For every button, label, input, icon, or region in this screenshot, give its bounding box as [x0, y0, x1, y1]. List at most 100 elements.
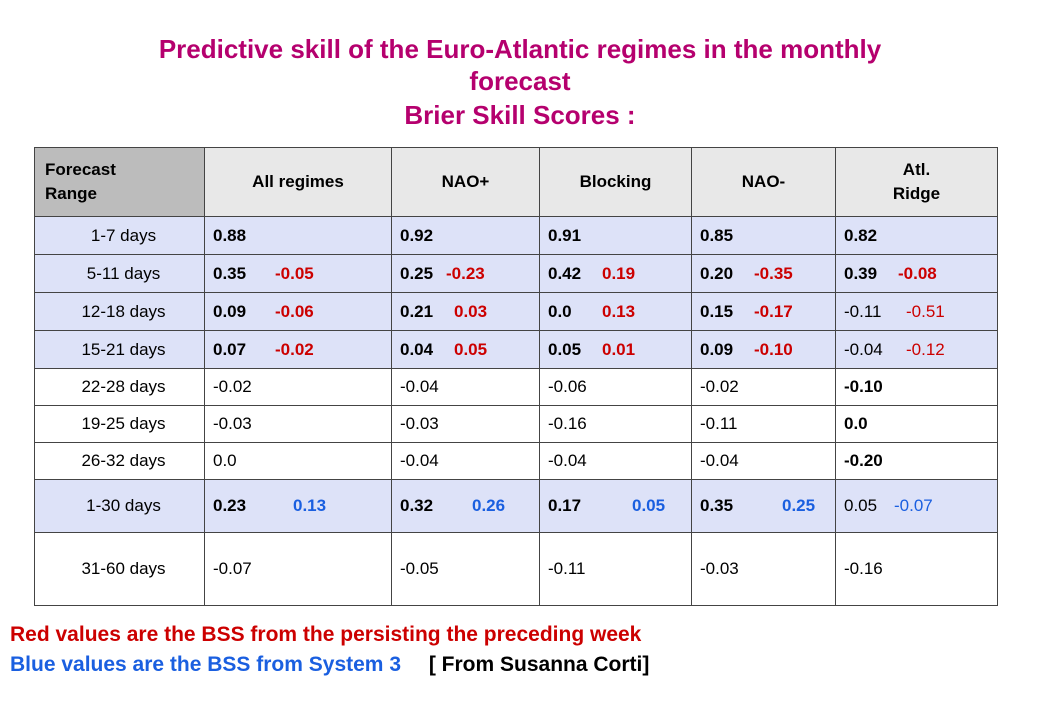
header-atl-ridge-line2: Ridge: [892, 184, 941, 203]
persistence-value: -0.12: [906, 339, 945, 359]
persistence-value: 0.01: [602, 339, 636, 359]
footer-red-note: Red values are the BSS from the persisti…: [10, 623, 642, 646]
cell-value: -0.02: [691, 368, 836, 406]
header-forecast-range: Forecast Range: [34, 147, 205, 217]
persistence-value: 0.13: [602, 301, 636, 321]
system3-value: -0.07: [894, 496, 933, 515]
table-row: 12-18 days 0.09 -0.06 0.21 0.03 0.0 0.13 0.…: [34, 292, 998, 331]
header-blocking: Blocking: [539, 147, 692, 217]
persistence-value: 0.19: [602, 263, 636, 283]
cell-value: -0.03: [691, 532, 836, 606]
system3-value: 0.26: [472, 496, 506, 515]
footer-blue-note-text: Blue values are the BSS from System 3: [10, 653, 401, 676]
cell-value: 0.82: [835, 216, 998, 255]
brier-skill-score-table: Forecast Range All regimes NAO+ Blocking…: [34, 147, 998, 606]
persistence-value: -0.23: [446, 263, 485, 283]
cell-value: 0.23 0.13: [204, 479, 392, 533]
page-title-line1: Predictive skill of the Euro-Atlantic re…: [158, 34, 882, 64]
cell-range: 12-18 days: [34, 292, 205, 331]
cell-range: 1-7 days: [34, 216, 205, 255]
cell-value: -0.03: [204, 405, 392, 443]
persistence-value: -0.06: [275, 301, 314, 321]
cell-value: 0.09 -0.10: [691, 330, 836, 369]
persistence-value: -0.17: [754, 301, 793, 321]
table-row: 19-25 days -0.03 -0.03 -0.16 -0.11 0.0: [34, 405, 998, 443]
header-nao-plus: NAO+: [391, 147, 540, 217]
header-nao-minus: NAO-: [691, 147, 836, 217]
persistence-value: -0.35: [754, 263, 793, 283]
cell-value: -0.04: [391, 442, 540, 480]
table-row: 1-7 days 0.88 0.92 0.91 0.85 0.82: [34, 216, 998, 255]
cell-value: 0.25 -0.23: [391, 254, 540, 293]
cell-value: -0.11 -0.51: [835, 292, 998, 331]
cell-value: 0.05 0.01: [539, 330, 692, 369]
cell-value: 0.21 0.03: [391, 292, 540, 331]
cell-value: 0.04 0.05: [391, 330, 540, 369]
cell-range: 26-32 days: [34, 442, 205, 480]
footer-source: [ From Susanna Corti]: [428, 653, 650, 676]
header-all-regimes: All regimes: [204, 147, 392, 217]
cell-value: 0.0: [204, 442, 392, 480]
cell-value: 0.39 -0.08: [835, 254, 998, 293]
persistence-value: -0.02: [275, 339, 314, 359]
cell-value: 0.35 -0.05: [204, 254, 392, 293]
header-atl-ridge: Atl. Ridge: [835, 147, 998, 217]
cell-value: -0.11: [691, 405, 836, 443]
cell-value: 0.0 0.13: [539, 292, 692, 331]
cell-value: -0.07: [204, 532, 392, 606]
persistence-value: -0.05: [275, 263, 314, 283]
cell-value: 0.35 0.25: [691, 479, 836, 533]
cell-range: 15-21 days: [34, 330, 205, 369]
cell-value: -0.04 -0.12: [835, 330, 998, 369]
cell-range: 22-28 days: [34, 368, 205, 406]
table-row: 5-11 days 0.35 -0.05 0.25 -0.23 0.42 0.19 0…: [34, 254, 998, 293]
cell-value: -0.20: [835, 442, 998, 480]
cell-value: -0.02: [204, 368, 392, 406]
cell-value: 0.07 -0.02: [204, 330, 392, 369]
cell-range: 5-11 days: [34, 254, 205, 293]
page-title-line2: forecast: [469, 66, 571, 96]
table-row: 1-30 days 0.23 0.13 0.32 0.26 0.17 0.05 0.3…: [34, 479, 998, 533]
cell-value: -0.03: [391, 405, 540, 443]
cell-value: 0.09 -0.06: [204, 292, 392, 331]
cell-value: -0.10: [835, 368, 998, 406]
cell-value: -0.04: [539, 442, 692, 480]
table-row: 15-21 days 0.07 -0.02 0.04 0.05 0.05 0.01 0…: [34, 330, 998, 369]
persistence-value: 0.03: [454, 301, 488, 321]
system3-value: 0.05: [632, 496, 666, 515]
header-forecast-range-line2: Range: [45, 184, 97, 203]
persistence-value: -0.51: [906, 301, 945, 321]
cell-value: 0.05 -0.07: [835, 479, 998, 533]
table-header-row: Forecast Range All regimes NAO+ Blocking…: [34, 147, 998, 217]
cell-range: 1-30 days: [34, 479, 205, 533]
cell-value: -0.16: [539, 405, 692, 443]
table-row: 31-60 days -0.07 -0.05 -0.11 -0.03 -0.16: [34, 532, 998, 606]
persistence-value: 0.05: [454, 339, 488, 359]
cell-value: 0.88: [204, 216, 392, 255]
system3-value: 0.25: [782, 496, 816, 515]
cell-value: 0.32 0.26: [391, 479, 540, 533]
cell-value: 0.0: [835, 405, 998, 443]
cell-value: 0.20 -0.35: [691, 254, 836, 293]
cell-value: 0.92: [391, 216, 540, 255]
header-atl-ridge-line1: Atl.: [902, 160, 931, 179]
table-row: 26-32 days 0.0 -0.04 -0.04 -0.04 -0.20: [34, 442, 998, 480]
table-row: 22-28 days -0.02 -0.04 -0.06 -0.02 -0.10: [34, 368, 998, 406]
cell-value: 0.91: [539, 216, 692, 255]
cell-range: 19-25 days: [34, 405, 205, 443]
cell-value: -0.16: [835, 532, 998, 606]
header-forecast-range-line1: Forecast: [45, 160, 116, 179]
cell-value: 0.85: [691, 216, 836, 255]
cell-value: -0.05: [391, 532, 540, 606]
cell-range: 31-60 days: [34, 532, 205, 606]
persistence-value: -0.08: [898, 263, 937, 283]
page-subtitle: Brier Skill Scores :: [404, 100, 636, 130]
cell-value: 0.15 -0.17: [691, 292, 836, 331]
cell-value: -0.04: [691, 442, 836, 480]
cell-value: 0.42 0.19: [539, 254, 692, 293]
cell-value: -0.04: [391, 368, 540, 406]
system3-value: 0.13: [293, 496, 327, 515]
cell-value: -0.11: [539, 532, 692, 606]
footer-blue-note: Blue values are the BSS from System 3 [ …: [10, 652, 649, 678]
cell-value: -0.06: [539, 368, 692, 406]
